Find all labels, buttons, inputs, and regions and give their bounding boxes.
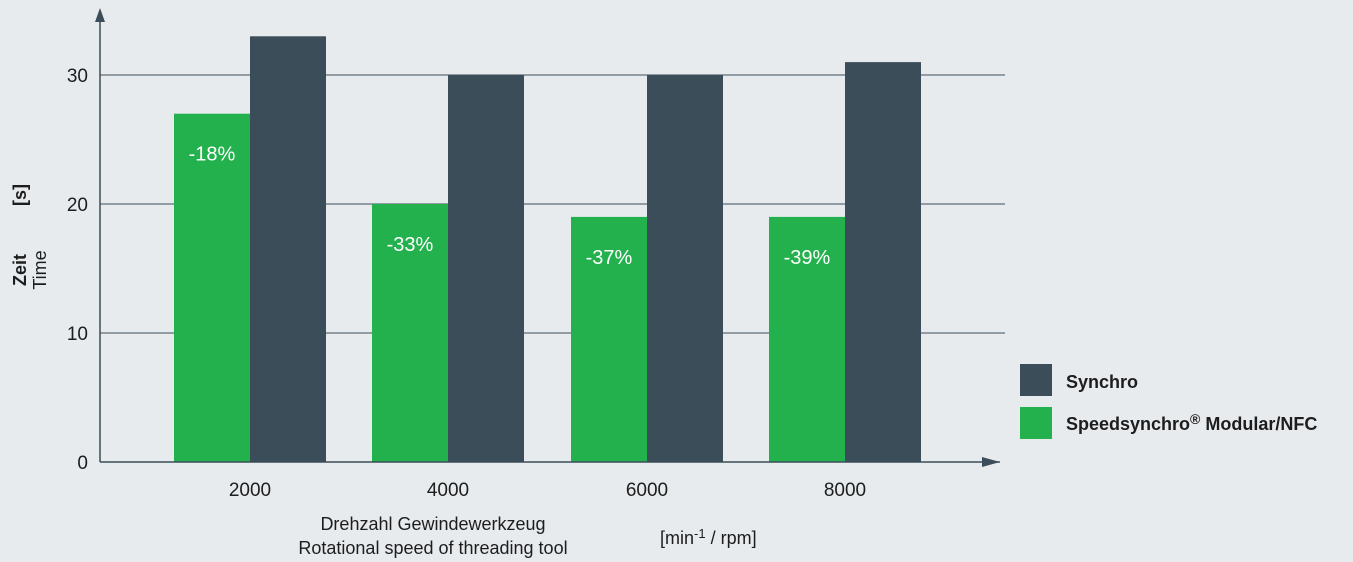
legend-swatch-speedsynchro [1020, 407, 1052, 439]
bar-speedsynchro-4000 [372, 204, 448, 462]
x-axis-unit-prefix: [min [660, 528, 694, 548]
tick-labels: 0 10 20 30 2000 4000 6000 8000 [67, 66, 866, 501]
bar-synchro-2000 [250, 36, 326, 463]
x-axis-title-en: Rotational speed of threading tool [298, 538, 567, 558]
y-tick-label: 20 [67, 195, 88, 216]
legend: Synchro Speedsynchro® Modular/NFC [1020, 364, 1317, 439]
bar-speedsynchro-2000 [174, 113, 250, 462]
legend-label-speedsynchro: Speedsynchro® Modular/NFC [1066, 411, 1317, 434]
y-tick-label: 30 [67, 66, 88, 87]
x-axis-title-de: Drehzahl Gewindewerkzeug [320, 514, 545, 534]
legend-speedsynchro-name: Speedsynchro [1066, 414, 1190, 434]
bar-synchro-8000 [845, 62, 921, 462]
bar-synchro-6000 [647, 75, 723, 462]
y-tick-label: 10 [67, 324, 88, 345]
y-axis-title-en: Time [30, 250, 50, 289]
legend-label-synchro: Synchro [1066, 372, 1138, 392]
x-axis-arrow [982, 457, 1000, 467]
bar-label-6000: -37% [586, 247, 633, 269]
bar-label-4000: -33% [387, 234, 434, 256]
x-axis-unit: [min-1 / rpm] [660, 526, 757, 548]
legend-swatch-synchro [1020, 364, 1052, 396]
x-tick-label: 4000 [427, 480, 469, 501]
x-tick-label: 6000 [626, 480, 668, 501]
bar-label-2000: -18% [189, 144, 236, 166]
y-axis-title-de: Zeit [10, 254, 30, 286]
legend-speedsynchro-mark: ® [1190, 411, 1201, 427]
x-axis-unit-exp: -1 [694, 526, 706, 541]
x-tick-label: 2000 [229, 480, 271, 501]
bars: -18% -33% -37% -39% [174, 36, 921, 463]
axes [95, 8, 1000, 467]
bar-label-8000: -39% [784, 247, 831, 269]
bar-speedsynchro-6000 [571, 216, 647, 462]
y-axis-unit: [s] [10, 184, 30, 206]
legend-speedsynchro-rest: Modular/NFC [1200, 414, 1317, 434]
y-axis-arrow [95, 8, 105, 22]
bar-synchro-4000 [448, 75, 524, 462]
x-tick-label: 8000 [824, 480, 866, 501]
y-tick-label: 0 [77, 453, 88, 474]
bar-speedsynchro-8000 [769, 216, 845, 462]
x-axis-unit-suffix: / rpm] [706, 528, 757, 548]
